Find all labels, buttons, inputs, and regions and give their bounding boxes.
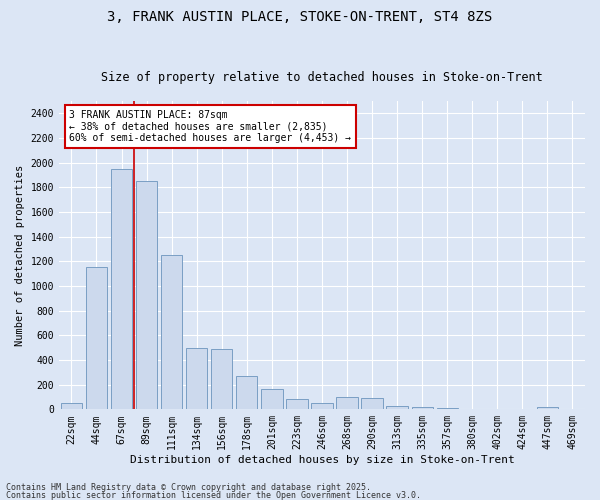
Bar	[512, 408, 533, 410]
Bar	[136, 181, 157, 410]
Bar	[537, 407, 558, 410]
Bar	[461, 408, 483, 410]
X-axis label: Distribution of detached houses by size in Stoke-on-Trent: Distribution of detached houses by size …	[130, 455, 514, 465]
Bar	[236, 376, 257, 410]
Bar	[161, 255, 182, 410]
Bar	[412, 408, 433, 410]
Bar	[562, 408, 583, 410]
Text: 3 FRANK AUSTIN PLACE: 87sqm
← 38% of detached houses are smaller (2,835)
60% of : 3 FRANK AUSTIN PLACE: 87sqm ← 38% of det…	[70, 110, 352, 144]
Bar	[487, 408, 508, 410]
Bar	[86, 268, 107, 410]
Bar	[111, 169, 132, 410]
Y-axis label: Number of detached properties: Number of detached properties	[15, 164, 25, 346]
Bar	[211, 349, 232, 410]
Title: Size of property relative to detached houses in Stoke-on-Trent: Size of property relative to detached ho…	[101, 72, 543, 85]
Text: 3, FRANK AUSTIN PLACE, STOKE-ON-TRENT, ST4 8ZS: 3, FRANK AUSTIN PLACE, STOKE-ON-TRENT, S…	[107, 10, 493, 24]
Bar	[186, 348, 208, 410]
Text: Contains HM Land Registry data © Crown copyright and database right 2025.: Contains HM Land Registry data © Crown c…	[6, 484, 371, 492]
Bar	[61, 403, 82, 409]
Bar	[311, 403, 332, 409]
Text: Contains public sector information licensed under the Open Government Licence v3: Contains public sector information licen…	[6, 490, 421, 500]
Bar	[286, 400, 308, 409]
Bar	[437, 408, 458, 410]
Bar	[261, 389, 283, 409]
Bar	[386, 406, 408, 409]
Bar	[361, 398, 383, 409]
Bar	[337, 397, 358, 409]
